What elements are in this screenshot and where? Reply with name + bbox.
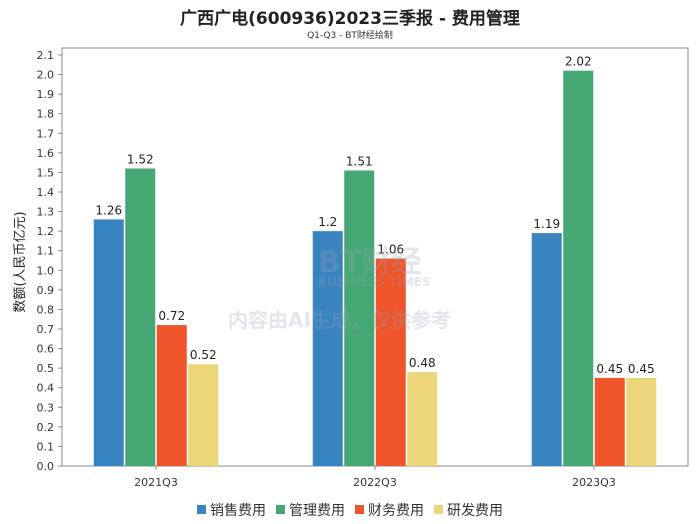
bar-研发费用	[188, 364, 219, 466]
bar-管理费用	[344, 170, 375, 466]
y-tick-label: 0.1	[37, 440, 55, 453]
y-axis-label: 数额(人民币亿元)	[13, 211, 28, 312]
y-tick-label: 1.5	[37, 166, 55, 179]
legend-swatch	[434, 505, 443, 514]
y-tick-label: 1.4	[37, 186, 55, 199]
y-tick-label: 0.5	[37, 362, 55, 375]
x-tick-label: 2022Q3	[353, 476, 397, 489]
legend-swatch	[355, 505, 364, 514]
data-label: 1.19	[533, 217, 560, 231]
y-tick-label: 2.0	[37, 69, 55, 82]
y-tick-label: 0.3	[37, 401, 55, 414]
legend-label: 研发费用	[447, 503, 503, 519]
y-tick-label: 0.6	[37, 343, 55, 356]
bar-财务费用	[156, 325, 187, 466]
y-tick-label: 0.8	[37, 303, 55, 316]
chart-title: 广西广电(600936)2023三季报 - 费用管理	[180, 9, 520, 29]
legend-item[interactable]: 销售费用	[197, 500, 266, 520]
x-tick-label: 2023Q3	[572, 476, 616, 489]
watermark-logo: BT财经	[318, 245, 421, 280]
y-tick-label: 1.1	[37, 245, 55, 258]
legend-label: 管理费用	[289, 503, 345, 519]
watermark-logo-sub: BUSINESS TIMES	[318, 275, 431, 289]
data-label: 1.51	[346, 154, 373, 168]
y-tick-label: 0.2	[37, 421, 55, 434]
y-tick-label: 1.2	[37, 225, 55, 238]
data-label: 1.52	[127, 153, 154, 167]
y-tick-label: 0.9	[37, 284, 55, 297]
y-tick-label: 1.9	[37, 88, 55, 101]
y-tick-label: 0.4	[37, 382, 55, 395]
legend-swatch	[197, 505, 206, 514]
legend-swatch	[276, 505, 285, 514]
data-label: 0.72	[158, 309, 185, 323]
bar-销售费用	[312, 231, 343, 466]
y-tick-label: 1.7	[37, 127, 55, 140]
data-label: 0.45	[596, 362, 623, 376]
y-tick-label: 1.8	[37, 108, 55, 121]
legend-label: 销售费用	[210, 503, 266, 519]
data-label: 0.52	[190, 348, 217, 362]
bar-管理费用	[125, 168, 156, 466]
legend-item[interactable]: 研发费用	[434, 500, 503, 520]
data-label: 0.45	[628, 362, 655, 376]
data-label: 1.26	[95, 203, 122, 217]
bar-销售费用	[531, 233, 562, 466]
y-tick-label: 1.0	[37, 264, 55, 277]
legend: 销售费用 管理费用 财务费用 研发费用	[0, 500, 700, 520]
data-label: 1.2	[318, 215, 337, 229]
watermark-notice: 内容由AI生成，仅供参考	[228, 308, 451, 332]
data-label: 0.48	[409, 356, 436, 370]
data-label: 2.02	[565, 55, 592, 69]
y-tick-label: 0.0	[37, 460, 55, 473]
y-tick-label: 0.7	[37, 323, 55, 336]
bar-管理费用	[563, 70, 594, 467]
chart-subtitle: Q1-Q3 - BT财经绘制	[307, 31, 393, 41]
y-tick-label: 1.3	[37, 206, 55, 219]
bar-财务费用	[375, 258, 406, 466]
bar-财务费用	[594, 377, 625, 466]
data-label: 1.06	[377, 243, 404, 257]
y-tick-label: 2.1	[37, 49, 55, 62]
bar-研发费用	[407, 372, 438, 466]
bar-研发费用	[626, 377, 657, 466]
bar-销售费用	[93, 219, 124, 466]
legend-item[interactable]: 管理费用	[276, 500, 345, 520]
legend-item[interactable]: 财务费用	[355, 500, 424, 520]
y-tick-label: 1.6	[37, 147, 55, 160]
legend-label: 财务费用	[368, 503, 424, 519]
x-tick-label: 2021Q3	[134, 476, 178, 489]
